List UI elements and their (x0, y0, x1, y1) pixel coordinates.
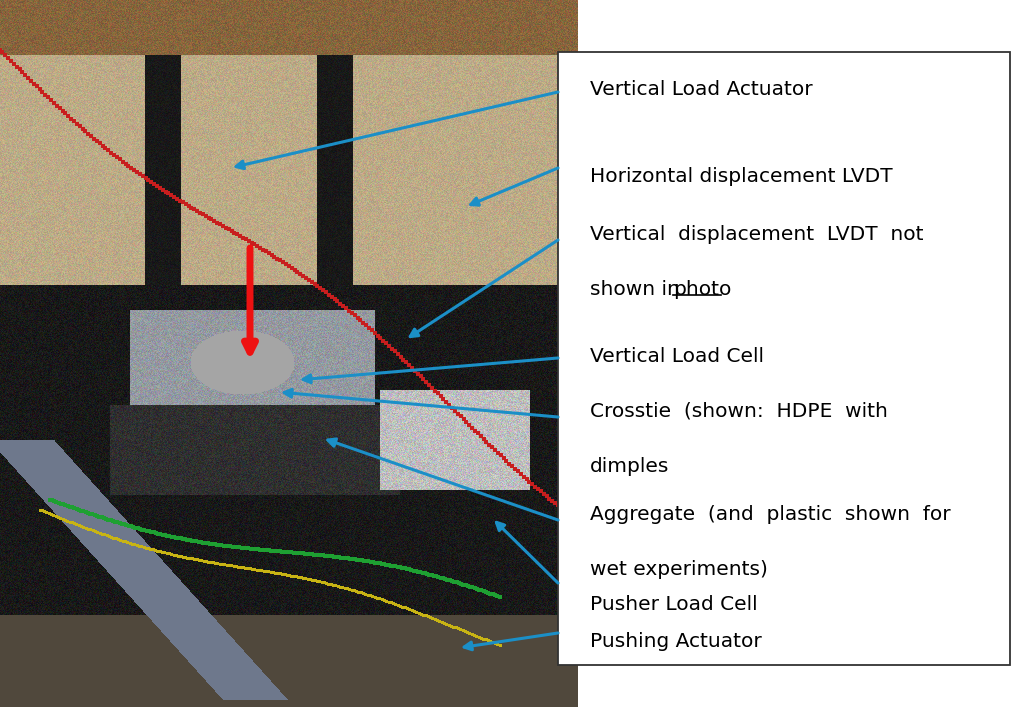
Text: photo: photo (673, 279, 731, 298)
Text: Pusher Load Cell: Pusher Load Cell (590, 595, 758, 614)
Text: Pushing Actuator: Pushing Actuator (590, 631, 762, 650)
Text: dimples: dimples (590, 457, 670, 476)
Text: wet experiments): wet experiments) (590, 560, 768, 578)
Text: shown in: shown in (590, 279, 686, 298)
Text: Crosstie  (shown:  HDPE  with: Crosstie (shown: HDPE with (590, 402, 888, 421)
Text: Vertical Load Cell: Vertical Load Cell (590, 346, 764, 366)
Text: Vertical  displacement  LVDT  not: Vertical displacement LVDT not (590, 225, 924, 244)
Text: Aggregate  (and  plastic  shown  for: Aggregate (and plastic shown for (590, 505, 950, 524)
Bar (558, 52, 1010, 665)
Text: Horizontal displacement LVDT: Horizontal displacement LVDT (590, 167, 893, 186)
Text: Vertical Load Actuator: Vertical Load Actuator (590, 80, 813, 98)
